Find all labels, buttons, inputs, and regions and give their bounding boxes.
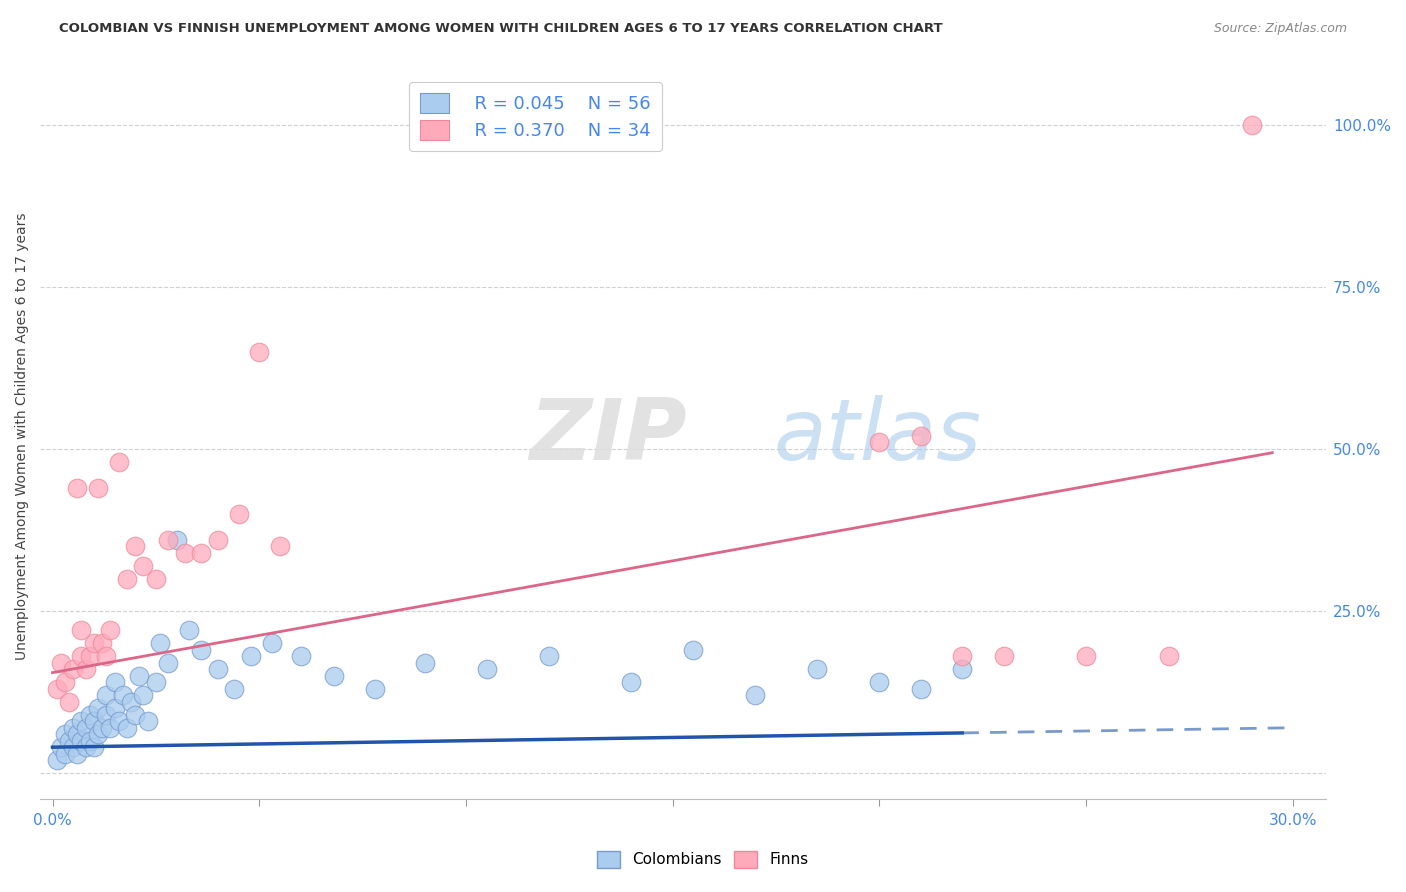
Point (91, 636, 114, 650)
Point (132, 558, 155, 573)
Point (96, 707, 118, 722)
Point (83, 714, 105, 729)
Point (1240, 118, 1263, 132)
Point (87, 727, 110, 741)
Point (75, 662, 97, 676)
Point (79, 649, 101, 664)
Point (87, 701, 110, 715)
Point (806, 662, 828, 676)
Point (70, 714, 93, 729)
Point (103, 675, 125, 690)
Point (1157, 649, 1180, 664)
Point (124, 539, 146, 553)
Point (269, 539, 291, 553)
Point (993, 649, 1015, 664)
Point (260, 636, 283, 650)
Point (124, 707, 146, 722)
Point (132, 689, 155, 703)
Point (87, 481, 110, 495)
Point (207, 662, 229, 676)
Point (115, 721, 138, 735)
Text: Source: ZipAtlas.com: Source: ZipAtlas.com (1213, 22, 1347, 36)
Point (682, 643, 704, 657)
Point (950, 662, 973, 676)
Point (115, 572, 138, 586)
Point (413, 656, 436, 670)
Point (910, 681, 932, 696)
Point (166, 533, 188, 547)
Point (45, 753, 67, 767)
Point (103, 701, 125, 715)
Point (96, 649, 118, 664)
Point (290, 649, 312, 664)
Point (66, 481, 89, 495)
Legend:   R = 0.045    N = 56,   R = 0.370    N = 34: R = 0.045 N = 56, R = 0.370 N = 34 (409, 82, 662, 151)
Point (120, 695, 142, 709)
Point (58, 733, 80, 747)
Point (173, 546, 195, 560)
Point (149, 636, 172, 650)
Point (66, 747, 89, 761)
Point (96, 689, 118, 703)
Point (190, 643, 212, 657)
Point (49, 740, 72, 755)
Point (70, 624, 93, 638)
Point (107, 714, 129, 729)
Point (79, 707, 101, 722)
Point (207, 533, 229, 547)
Point (177, 624, 200, 638)
Point (364, 681, 387, 696)
Point (537, 649, 560, 664)
Point (869, 435, 891, 450)
Point (53, 727, 76, 741)
Point (83, 636, 105, 650)
Point (240, 649, 263, 664)
Point (75, 721, 97, 735)
Text: COLOMBIAN VS FINNISH UNEMPLOYMENT AMONG WOMEN WITH CHILDREN AGES 6 TO 17 YEARS C: COLOMBIAN VS FINNISH UNEMPLOYMENT AMONG … (59, 22, 942, 36)
Point (53, 747, 76, 761)
Point (145, 675, 167, 690)
Point (66, 727, 89, 741)
Point (49, 656, 72, 670)
Point (1076, 649, 1098, 664)
Point (136, 714, 159, 729)
Point (53, 675, 76, 690)
Point (620, 675, 643, 690)
Point (62, 662, 84, 676)
Point (224, 681, 246, 696)
Point (100, 721, 122, 735)
Point (75, 740, 97, 755)
Point (322, 669, 344, 683)
Point (111, 689, 134, 703)
Point (58, 695, 80, 709)
Point (70, 649, 93, 664)
Text: atlas: atlas (773, 394, 981, 477)
Point (62, 740, 84, 755)
Point (950, 649, 973, 664)
Point (100, 624, 122, 638)
Point (910, 429, 932, 443)
Y-axis label: Unemployment Among Women with Children Ages 6 to 17 years: Unemployment Among Women with Children A… (15, 212, 30, 660)
Point (145, 572, 167, 586)
Point (157, 656, 180, 670)
Point (228, 507, 250, 521)
Point (70, 733, 93, 747)
Point (744, 689, 766, 703)
Point (45, 681, 67, 696)
Point (128, 669, 150, 683)
Point (869, 675, 891, 690)
Point (157, 533, 180, 547)
Legend: Colombians, Finns: Colombians, Finns (592, 845, 814, 873)
Point (107, 455, 129, 469)
Point (62, 721, 84, 735)
Point (247, 344, 270, 359)
Point (83, 740, 105, 755)
Text: ZIP: ZIP (529, 394, 686, 477)
Point (79, 733, 101, 747)
Point (190, 546, 212, 560)
Point (475, 662, 498, 676)
Point (91, 721, 114, 735)
